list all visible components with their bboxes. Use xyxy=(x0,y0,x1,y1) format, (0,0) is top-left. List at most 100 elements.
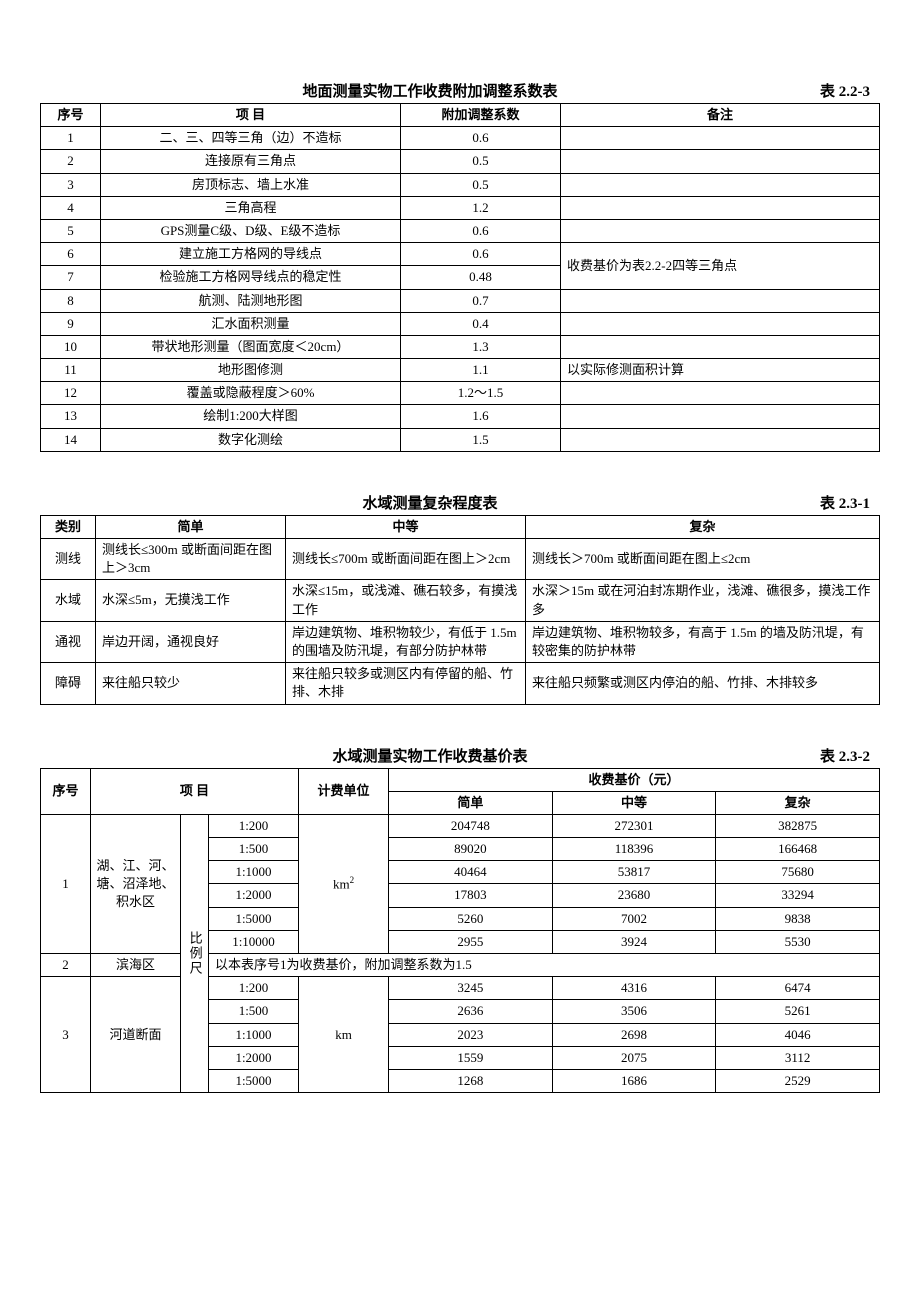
cell-cat: 测线 xyxy=(41,539,96,580)
cell-coef: 0.5 xyxy=(401,150,561,173)
cell-price: 3924 xyxy=(552,930,716,953)
cell-item: 检验施工方格网导线点的稳定性 xyxy=(101,266,401,289)
table-row: 6建立施工方格网的导线点0.6收费基价为表2.2-2四等三角点 xyxy=(41,243,880,266)
cell-price: 6474 xyxy=(716,977,880,1000)
table1: 序号项 目附加调整系数备注1二、三、四等三角（边）不造标0.62连接原有三角点0… xyxy=(40,103,880,452)
cell-unit: km2 xyxy=(299,814,389,953)
cell-seq: 11 xyxy=(41,359,101,382)
cell-name: 湖、江、河、塘、沼泽地、积水区 xyxy=(91,814,181,953)
cell-price: 2075 xyxy=(552,1046,716,1069)
cell-seq: 1 xyxy=(41,814,91,953)
table-row: 1湖、江、河、塘、沼泽地、积水区比例尺1:200km22047482723013… xyxy=(41,814,880,837)
cell-scale: 1:1000 xyxy=(209,861,299,884)
table-row: 2滨海区以本表序号1为收费基价，附加调整系数为1.5 xyxy=(41,954,880,977)
cell-complex: 岸边建筑物、堆积物较多，有高于 1.5m 的墙及防汛堤，有较密集的防护林带 xyxy=(526,621,880,662)
cell-item: 航测、陆测地形图 xyxy=(101,289,401,312)
table1-header: 备注 xyxy=(561,104,880,127)
cell-mid: 测线长≤700m 或断面间距在图上＞2cm xyxy=(286,539,526,580)
cell-price: 166468 xyxy=(716,838,880,861)
table-row: 2连接原有三角点0.5 xyxy=(41,150,880,173)
cell-scale: 1:5000 xyxy=(209,1069,299,1092)
cell-item: 地形图修测 xyxy=(101,359,401,382)
cell-seq: 8 xyxy=(41,289,101,312)
table3: 序号项 目计费单位收费基价（元）简单中等复杂1湖、江、河、塘、沼泽地、积水区比例… xyxy=(40,768,880,1094)
cell-scale: 1:200 xyxy=(209,814,299,837)
cell-item: 绘制1:200大样图 xyxy=(101,405,401,428)
cell-remark xyxy=(561,335,880,358)
table-row: 12覆盖或隐蔽程度＞60%1.2～1.5 xyxy=(41,382,880,405)
table-row: 10带状地形测量（图面宽度＜20cm）1.3 xyxy=(41,335,880,358)
cell-remark xyxy=(561,428,880,451)
cell-coef: 0.6 xyxy=(401,127,561,150)
table-row: 水域水深≤5m，无摸浅工作水深≤15m，或浅滩、礁石较多，有摸浅工作水深＞15m… xyxy=(41,580,880,621)
cell-note: 以本表序号1为收费基价，附加调整系数为1.5 xyxy=(209,954,880,977)
cell-scale: 1:200 xyxy=(209,977,299,1000)
cell-seq: 3 xyxy=(41,977,91,1093)
table-row: 通视岸边开阔，通视良好岸边建筑物、堆积物较少，有低于 1.5m 的围墙及防汛堤，… xyxy=(41,621,880,662)
table-2-2-3: 地面测量实物工作收费附加调整系数表 表 2.2-3 序号项 目附加调整系数备注1… xyxy=(40,80,880,452)
table-row: 9汇水面积测量0.4 xyxy=(41,312,880,335)
cell-scale: 1:2000 xyxy=(209,1046,299,1069)
cell-seq: 3 xyxy=(41,173,101,196)
table1-header: 附加调整系数 xyxy=(401,104,561,127)
cell-complex: 水深＞15m 或在河泊封冻期作业，浅滩、礁很多，摸浅工作多 xyxy=(526,580,880,621)
cell-price: 75680 xyxy=(716,861,880,884)
table3-number: 表 2.3-2 xyxy=(820,745,880,766)
cell-price: 5530 xyxy=(716,930,880,953)
cell-price: 4316 xyxy=(552,977,716,1000)
cell-complex: 来往船只频繁或测区内停泊的船、竹排、木排较多 xyxy=(526,663,880,704)
cell-scale-label: 比例尺 xyxy=(181,814,209,1092)
table2-header: 复杂 xyxy=(526,515,880,538)
table3-header: 项 目 xyxy=(91,768,299,814)
cell-price: 2529 xyxy=(716,1069,880,1092)
cell-name: 滨海区 xyxy=(91,954,181,977)
cell-price: 2698 xyxy=(552,1023,716,1046)
cell-simple: 岸边开阔，通视良好 xyxy=(96,621,286,662)
cell-price: 5260 xyxy=(389,907,553,930)
cell-cat: 水域 xyxy=(41,580,96,621)
table-row: 11地形图修测1.1以实际修测面积计算 xyxy=(41,359,880,382)
cell-seq: 12 xyxy=(41,382,101,405)
cell-remark xyxy=(561,289,880,312)
table-row: 1二、三、四等三角（边）不造标0.6 xyxy=(41,127,880,150)
cell-complex: 测线长＞700m 或断面间距在图上≤2cm xyxy=(526,539,880,580)
cell-price: 2636 xyxy=(389,1000,553,1023)
table2-header: 中等 xyxy=(286,515,526,538)
table1-title-row: 地面测量实物工作收费附加调整系数表 表 2.2-3 xyxy=(40,80,880,101)
cell-item: 建立施工方格网的导线点 xyxy=(101,243,401,266)
cell-coef: 1.2～1.5 xyxy=(401,382,561,405)
table2-title-row: 水域测量复杂程度表 表 2.3-1 xyxy=(40,492,880,513)
cell-item: GPS测量C级、D级、E级不造标 xyxy=(101,219,401,242)
cell-seq: 13 xyxy=(41,405,101,428)
table3-header: 序号 xyxy=(41,768,91,814)
cell-seq: 1 xyxy=(41,127,101,150)
cell-scale: 1:5000 xyxy=(209,907,299,930)
cell-seq: 7 xyxy=(41,266,101,289)
table1-header: 序号 xyxy=(41,104,101,127)
cell-price: 204748 xyxy=(389,814,553,837)
cell-seq: 14 xyxy=(41,428,101,451)
cell-cat: 通视 xyxy=(41,621,96,662)
cell-item: 数字化测绘 xyxy=(101,428,401,451)
cell-price: 2023 xyxy=(389,1023,553,1046)
cell-item: 房顶标志、墙上水准 xyxy=(101,173,401,196)
table3-header: 收费基价（元） xyxy=(389,768,880,791)
cell-remark xyxy=(561,196,880,219)
table-row: 5GPS测量C级、D级、E级不造标0.6 xyxy=(41,219,880,242)
cell-coef: 1.1 xyxy=(401,359,561,382)
cell-price: 5261 xyxy=(716,1000,880,1023)
table-row: 3房顶标志、墙上水准0.5 xyxy=(41,173,880,196)
cell-remark xyxy=(561,150,880,173)
cell-item: 三角高程 xyxy=(101,196,401,219)
cell-price: 17803 xyxy=(389,884,553,907)
cell-coef: 0.4 xyxy=(401,312,561,335)
table3-title: 水域测量实物工作收费基价表 xyxy=(40,745,820,766)
cell-item: 带状地形测量（图面宽度＜20cm） xyxy=(101,335,401,358)
table-row: 障碍来往船只较少来往船只较多或测区内有停留的船、竹排、木排来往船只频繁或测区内停… xyxy=(41,663,880,704)
table3-title-row: 水域测量实物工作收费基价表 表 2.3-2 xyxy=(40,745,880,766)
cell-unit: km xyxy=(299,977,389,1093)
cell-seq: 10 xyxy=(41,335,101,358)
cell-price: 382875 xyxy=(716,814,880,837)
cell-price: 3112 xyxy=(716,1046,880,1069)
table2-header: 类别 xyxy=(41,515,96,538)
